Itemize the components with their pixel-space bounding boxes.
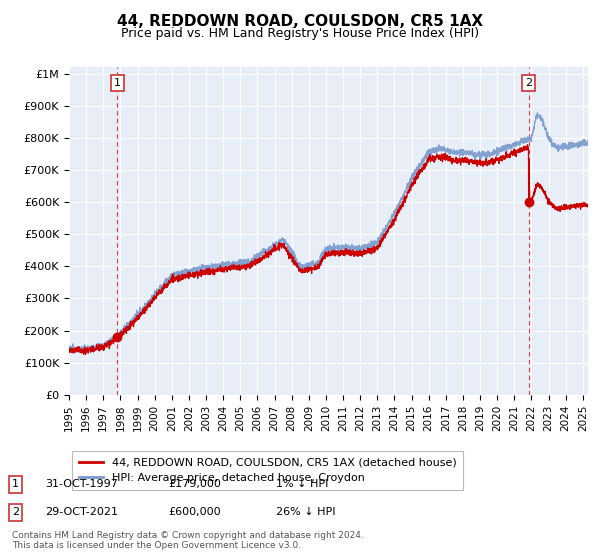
Text: £179,000: £179,000	[168, 479, 221, 489]
Text: 1: 1	[114, 78, 121, 88]
Text: Price paid vs. HM Land Registry's House Price Index (HPI): Price paid vs. HM Land Registry's House …	[121, 27, 479, 40]
Text: 1% ↓ HPI: 1% ↓ HPI	[276, 479, 328, 489]
Text: 31-OCT-1997: 31-OCT-1997	[45, 479, 118, 489]
Text: 2: 2	[525, 78, 532, 88]
Text: Contains HM Land Registry data © Crown copyright and database right 2024.
This d: Contains HM Land Registry data © Crown c…	[12, 530, 364, 550]
Text: 1: 1	[12, 479, 19, 489]
Text: 26% ↓ HPI: 26% ↓ HPI	[276, 507, 335, 517]
Text: £600,000: £600,000	[168, 507, 221, 517]
Text: 29-OCT-2021: 29-OCT-2021	[45, 507, 118, 517]
Legend: 44, REDDOWN ROAD, COULSDON, CR5 1AX (detached house), HPI: Average price, detach: 44, REDDOWN ROAD, COULSDON, CR5 1AX (det…	[72, 451, 463, 490]
Text: 2: 2	[12, 507, 19, 517]
Text: 44, REDDOWN ROAD, COULSDON, CR5 1AX: 44, REDDOWN ROAD, COULSDON, CR5 1AX	[117, 14, 483, 29]
Point	[113, 333, 122, 342]
Point	[524, 198, 533, 207]
